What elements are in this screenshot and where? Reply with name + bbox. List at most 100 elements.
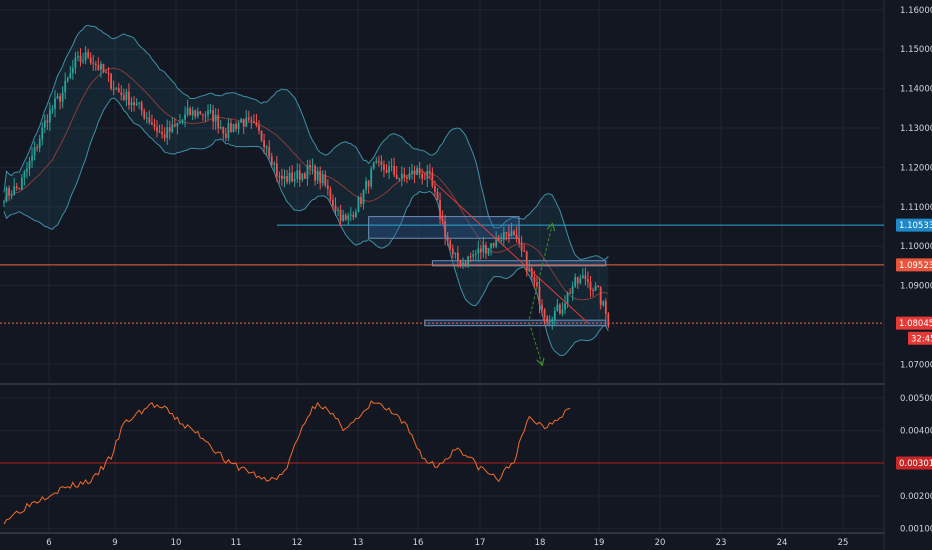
candle-body <box>224 133 227 138</box>
candle-body <box>41 127 44 140</box>
time-tick-label: 12 <box>292 538 303 548</box>
candle-body <box>393 166 396 175</box>
indicator-tag-label: 0.00301 <box>899 459 932 469</box>
price-tick-label: 1.12000 <box>900 163 932 173</box>
candle-body <box>240 118 243 123</box>
price-tag-label: 1.10533 <box>899 221 932 231</box>
candle-body <box>316 170 319 181</box>
price-zone[interactable] <box>368 216 520 239</box>
candle-body <box>352 214 355 218</box>
candle-body <box>214 114 217 122</box>
candle-body <box>594 286 597 291</box>
candle-body <box>357 197 360 213</box>
indicator-tick-label: 0.00200 <box>900 492 932 502</box>
projection-arrow[interactable] <box>528 322 542 364</box>
candle-body <box>56 96 59 99</box>
candle-body <box>59 96 61 102</box>
candle-body <box>49 109 51 123</box>
price-tag-label: 1.09523 <box>899 261 932 271</box>
projection-arrow[interactable] <box>528 224 552 320</box>
candle-body <box>133 102 135 106</box>
price-tick-label: 1.16000 <box>900 6 932 16</box>
candle-body <box>265 147 268 149</box>
candle-body <box>449 240 452 249</box>
trendline[interactable] <box>421 170 589 324</box>
candle-body <box>388 166 390 173</box>
candle-body <box>293 178 296 182</box>
candle-body <box>120 92 123 96</box>
candle-body <box>385 169 388 173</box>
candle-body <box>559 304 561 314</box>
candle-body <box>571 286 574 294</box>
candle-body <box>54 98 56 109</box>
candle-body <box>263 140 265 148</box>
candle-body <box>469 256 472 258</box>
candle-body <box>268 147 271 157</box>
candle-body <box>377 160 380 162</box>
candle-body <box>84 52 87 61</box>
candle-body <box>71 67 74 73</box>
candle-body <box>508 233 510 237</box>
candle-body <box>112 88 115 90</box>
candle-body <box>153 124 156 128</box>
candle-body <box>209 110 212 112</box>
candle-body <box>490 243 492 249</box>
price-tick-label: 1.15000 <box>900 45 932 55</box>
time-tick-label: 11 <box>231 538 242 548</box>
candle-body <box>51 108 54 110</box>
candle-body <box>548 321 551 323</box>
candle-body <box>444 221 447 237</box>
candle-body <box>181 119 184 123</box>
price-zone[interactable] <box>431 260 607 267</box>
candle-body <box>523 250 526 252</box>
candle-body <box>110 74 112 89</box>
candle-body <box>530 268 533 278</box>
candle-body <box>525 251 528 272</box>
candle-body <box>117 88 120 93</box>
candle-body <box>360 197 362 204</box>
candle-body <box>344 214 347 220</box>
candle-body <box>510 231 513 237</box>
candle-body <box>513 231 515 236</box>
candle-body <box>33 147 36 156</box>
candle-body <box>398 178 401 180</box>
candle-body <box>589 281 592 290</box>
band-fill <box>4 25 609 356</box>
candle-body <box>227 123 230 138</box>
candle-body <box>36 147 39 149</box>
candle-body <box>342 214 345 221</box>
candle-body <box>536 282 538 287</box>
candle-body <box>324 174 327 186</box>
time-tick-label: 6 <box>46 538 51 548</box>
candle-body <box>441 218 444 222</box>
candle-body <box>28 160 31 169</box>
candle-body <box>428 170 431 173</box>
candle-body <box>551 320 554 322</box>
candle-body <box>69 72 72 79</box>
candle-body <box>3 201 5 203</box>
candle-body <box>46 120 49 123</box>
candle-body <box>286 175 288 182</box>
candle-body <box>556 304 559 311</box>
candle-body <box>413 170 416 175</box>
candle-body <box>87 52 90 58</box>
candle-body <box>349 214 352 216</box>
candle-body <box>436 191 439 201</box>
candle-body <box>179 122 181 124</box>
price-tick-label: 1.07000 <box>900 360 932 370</box>
candle-body <box>105 72 107 74</box>
drawing-overlays <box>421 170 589 364</box>
price-zone[interactable] <box>424 319 607 327</box>
candle-body <box>604 301 607 314</box>
candle-body <box>158 131 161 133</box>
price-tick-label: 1.10000 <box>900 242 932 252</box>
candle-body <box>304 173 306 179</box>
price-tag <box>896 316 932 330</box>
candle-body <box>515 235 518 239</box>
candle-body <box>541 304 543 310</box>
candle-body <box>390 166 393 168</box>
indicator-pane <box>0 400 884 525</box>
candle-body <box>212 110 214 122</box>
